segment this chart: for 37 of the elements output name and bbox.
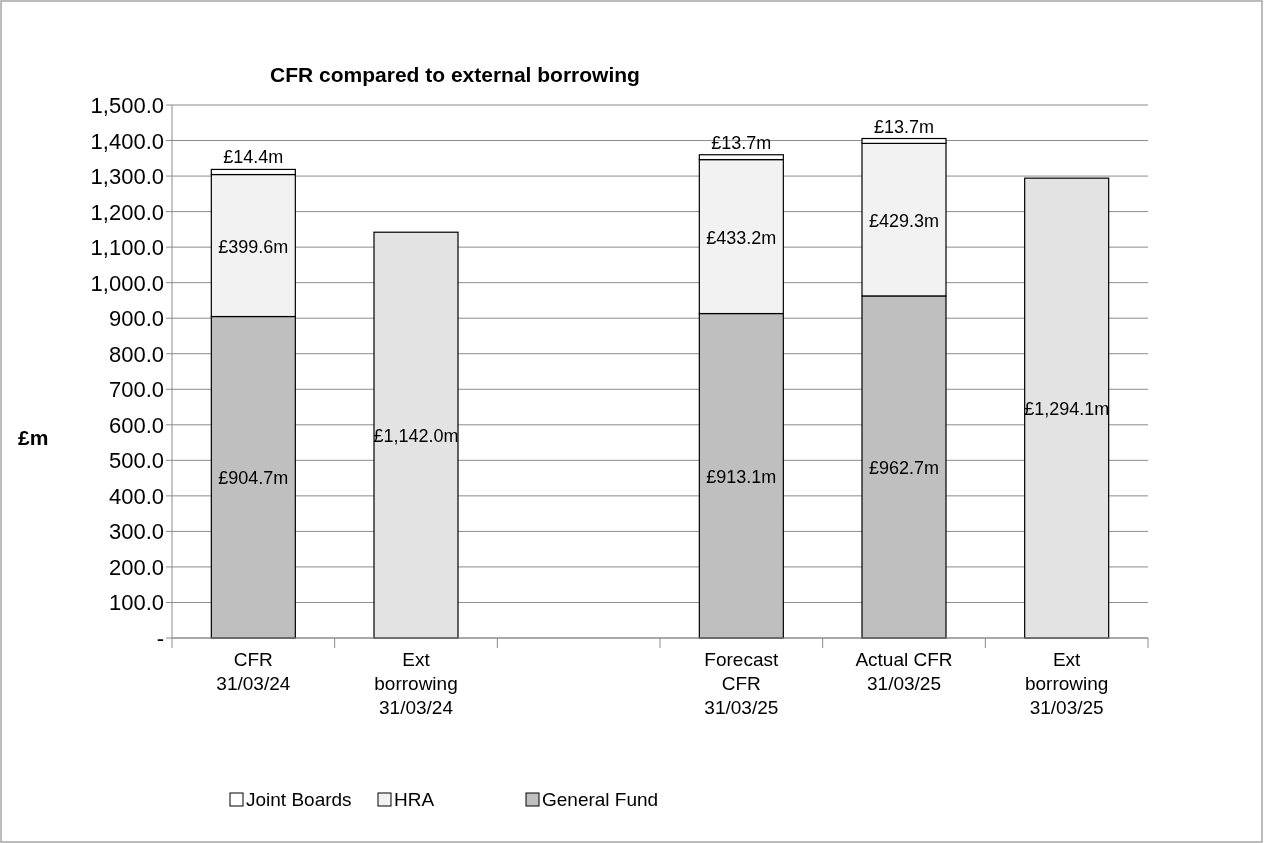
data-label: £962.7m — [868, 457, 940, 478]
legend-label: HRA — [394, 789, 435, 810]
y-tick-label: 500.0 — [108, 448, 164, 474]
legend-label: Joint Boards — [246, 789, 352, 810]
y-tick-label: 1,200.0 — [90, 199, 164, 225]
y-axis-title: £m — [18, 426, 49, 449]
x-tick-label: Forecast CFR 31/03/25 — [704, 649, 780, 718]
y-tick-label: 800.0 — [108, 341, 164, 367]
y-tick-label: - — [156, 626, 164, 651]
y-tick-label: 1,100.0 — [90, 235, 164, 261]
y-tick-label: 100.0 — [108, 590, 164, 616]
data-label: £904.7m — [218, 468, 289, 489]
legend-label: General Fund — [542, 789, 659, 810]
y-tick-label: 400.0 — [108, 483, 164, 509]
y-tick-label: 900.0 — [108, 306, 164, 332]
data-label: £433.2m — [706, 227, 777, 248]
y-tick-label: 1,400.0 — [90, 128, 164, 154]
chart-title: CFR compared to external borrowing — [270, 63, 640, 86]
data-label: £429.3m — [868, 210, 940, 231]
data-label: £13.7m — [711, 132, 772, 153]
bar — [1024, 177, 1110, 639]
x-tick-label: Ext borrowing 31/03/24 — [374, 649, 458, 718]
x-tick-label: CFR 31/03/24 — [216, 649, 291, 694]
data-label: £913.1m — [706, 466, 777, 487]
x-tick-label: Actual CFR 31/03/25 — [855, 649, 953, 694]
y-tick-label: 1,000.0 — [90, 270, 164, 296]
bar — [373, 231, 459, 639]
data-label: £13.7m — [873, 116, 935, 137]
y-tick-label: 700.0 — [108, 377, 164, 403]
y-tick-label: 600.0 — [108, 412, 164, 438]
y-tick-label: 300.0 — [108, 519, 164, 545]
y-tick-label: 1,300.0 — [90, 164, 164, 190]
y-tick-label: 200.0 — [108, 554, 164, 580]
x-tick-label: Ext borrowing 31/03/25 — [1024, 649, 1109, 718]
data-label: £399.6m — [218, 236, 289, 257]
data-label: £14.4m — [223, 147, 284, 168]
y-tick-label: 1,500.0 — [90, 93, 164, 118]
